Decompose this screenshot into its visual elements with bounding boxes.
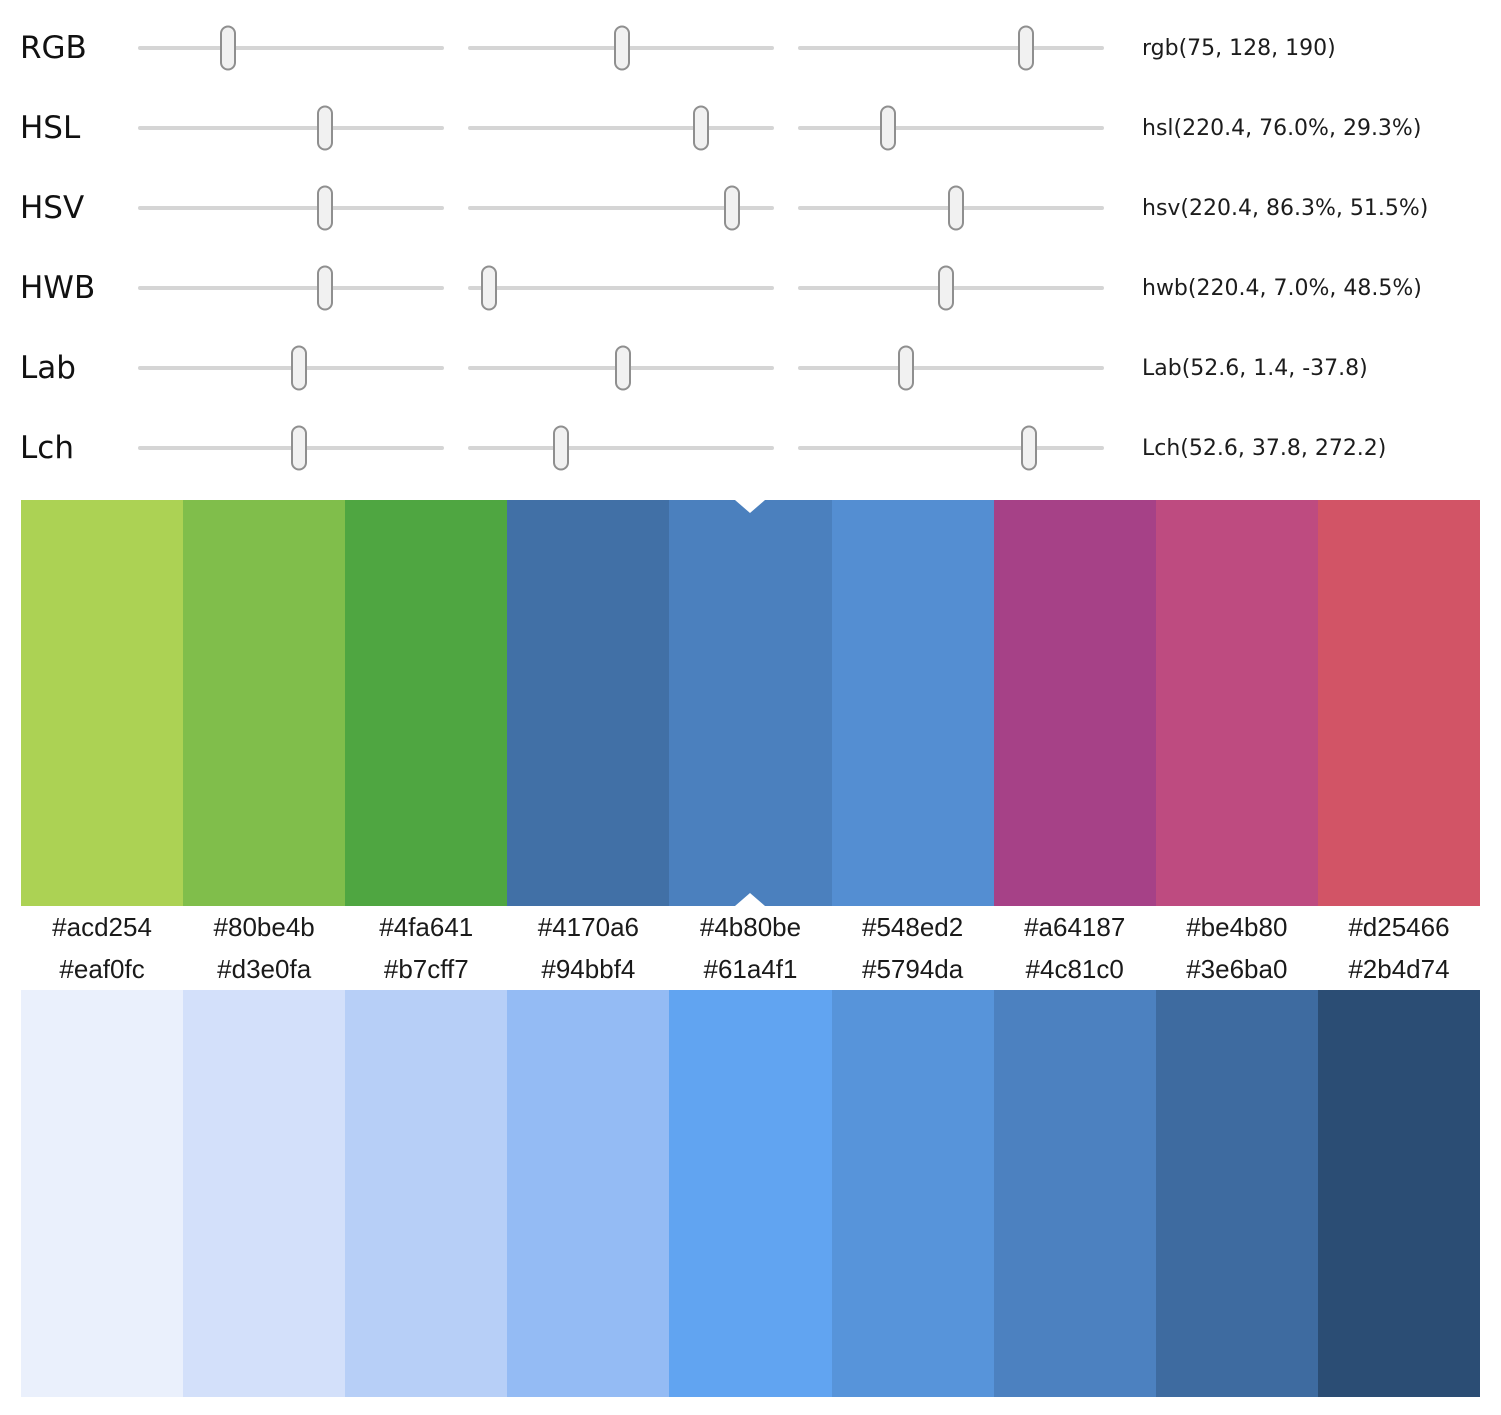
slider-track-1[interactable]: [138, 182, 444, 234]
slider-panel: RGB rgb(75, 128, 190) HSL hsl(220.4, 76.…: [0, 0, 1501, 488]
scale-hex-label: #4c81c0: [1025, 954, 1124, 984]
slider-track-1[interactable]: [138, 422, 444, 474]
slider-row: Lab Lab(52.6, 1.4, -37.8): [0, 328, 1501, 408]
slider-handle-3[interactable]: [897, 345, 914, 391]
slider-track-2[interactable]: [468, 102, 774, 154]
hue-hex-label: #4b80be: [699, 912, 802, 942]
slider-handle-1[interactable]: [219, 25, 236, 71]
slider-handle-3[interactable]: [947, 185, 964, 231]
scale-swatch[interactable]: [831, 990, 994, 1397]
hue-swatch[interactable]: [669, 500, 832, 906]
slider-track-1[interactable]: [138, 102, 444, 154]
scale-swatch[interactable]: [669, 990, 832, 1397]
slider-track-1[interactable]: [138, 342, 444, 394]
slider-handle-1[interactable]: [290, 345, 307, 391]
hue-swatch[interactable]: [831, 500, 994, 906]
slider-track-3[interactable]: [798, 422, 1104, 474]
slider-handle-2[interactable]: [613, 25, 630, 71]
slider-track-3[interactable]: [798, 262, 1104, 314]
scale-hex-labels: #eaf0fc #d3e0fa #b7cff7 #94bbf4 #61a4f1 #5794…: [21, 948, 1480, 990]
hue-hex-label: #a64187: [1024, 912, 1126, 942]
color-value-text: hsl(220.4, 76.0%, 29.3%): [1142, 115, 1422, 141]
color-value-text: hsv(220.4, 86.3%, 51.5%): [1142, 195, 1429, 221]
slider-track-1[interactable]: [138, 262, 444, 314]
hue-swatch[interactable]: [507, 500, 670, 906]
slider-handle-3[interactable]: [1017, 25, 1034, 71]
colorspace-label: HWB: [20, 270, 96, 306]
slider-handle-3[interactable]: [1021, 425, 1038, 471]
slider-row: Lch Lch(52.6, 37.8, 272.2): [0, 408, 1501, 488]
hue-hex-label: #4170a6: [537, 912, 639, 942]
color-value-text: Lch(52.6, 37.8, 272.2): [1142, 435, 1387, 461]
slider-track-3[interactable]: [798, 342, 1104, 394]
slider-track-2[interactable]: [468, 422, 774, 474]
scale-hex-label: #2b4d74: [1348, 954, 1450, 984]
hue-palette: [21, 500, 1480, 906]
scale-hex-label: #61a4f1: [703, 954, 798, 984]
colorspace-label: HSV: [20, 190, 85, 226]
scale-swatch[interactable]: [345, 990, 508, 1397]
hue-hex-labels: #acd254 #80be4b #4fa641 #4170a6 #4b80be #548e…: [21, 906, 1480, 948]
scale-swatch[interactable]: [1155, 990, 1318, 1397]
hue-hex-label: #548ed2: [861, 912, 964, 942]
slider-track-2[interactable]: [468, 22, 774, 74]
hue-hex-label: #d25466: [1348, 912, 1450, 942]
scale-swatch[interactable]: [1317, 990, 1480, 1397]
slider-handle-2[interactable]: [553, 425, 570, 471]
color-value-text: rgb(75, 128, 190): [1142, 35, 1336, 61]
slider-handle-1[interactable]: [317, 265, 334, 311]
slider-row: HSL hsl(220.4, 76.0%, 29.3%): [0, 88, 1501, 168]
hue-swatch[interactable]: [345, 500, 508, 906]
slider-row: HWB hwb(220.4, 7.0%, 48.5%): [0, 248, 1501, 328]
slider-track-3[interactable]: [798, 182, 1104, 234]
slider-handle-1[interactable]: [290, 425, 307, 471]
hue-swatch[interactable]: [183, 500, 346, 906]
slider-handle-2[interactable]: [481, 265, 498, 311]
color-value-text: hwb(220.4, 7.0%, 48.5%): [1142, 275, 1422, 301]
hue-swatch[interactable]: [993, 500, 1156, 906]
scale-swatch[interactable]: [507, 990, 670, 1397]
slider-handle-1[interactable]: [317, 185, 334, 231]
colorspace-label: RGB: [20, 30, 87, 66]
scale-swatch[interactable]: [183, 990, 346, 1397]
slider-track-2[interactable]: [468, 182, 774, 234]
slider-handle-3[interactable]: [879, 105, 896, 151]
colorspace-label: HSL: [20, 110, 81, 146]
tint-shade-scale: [21, 990, 1480, 1397]
scale-hex-label: #eaf0fc: [59, 954, 145, 984]
slider-handle-2[interactable]: [724, 185, 741, 231]
colorspace-label: Lch: [20, 430, 74, 466]
slider-track-3[interactable]: [798, 22, 1104, 74]
hue-swatch[interactable]: [1317, 500, 1480, 906]
color-value-text: Lab(52.6, 1.4, -37.8): [1142, 355, 1368, 381]
slider-handle-2[interactable]: [692, 105, 709, 151]
slider-handle-1[interactable]: [317, 105, 334, 151]
scale-hex-label: #3e6ba0: [1186, 954, 1288, 984]
scale-hex-label: #b7cff7: [383, 954, 469, 984]
scale-swatch[interactable]: [21, 990, 184, 1397]
hue-swatch[interactable]: [21, 500, 184, 906]
slider-row: RGB rgb(75, 128, 190): [0, 8, 1501, 88]
hue-hex-label: #80be4b: [213, 912, 315, 942]
hue-hex-label: #be4b80: [1186, 912, 1288, 942]
hue-swatch[interactable]: [1155, 500, 1318, 906]
colorspace-label: Lab: [20, 350, 76, 386]
scale-swatch[interactable]: [993, 990, 1156, 1397]
scale-hex-label: #94bbf4: [541, 954, 636, 984]
slider-track-3[interactable]: [798, 102, 1104, 154]
slider-row: HSV hsv(220.4, 86.3%, 51.5%): [0, 168, 1501, 248]
hue-hex-label: #acd254: [52, 912, 152, 942]
slider-track-2[interactable]: [468, 262, 774, 314]
hue-hex-label: #4fa641: [379, 912, 474, 942]
slider-handle-3[interactable]: [938, 265, 955, 311]
scale-hex-label: #5794da: [861, 954, 964, 984]
slider-track-2[interactable]: [468, 342, 774, 394]
slider-handle-2[interactable]: [614, 345, 631, 391]
slider-track-1[interactable]: [138, 22, 444, 74]
scale-hex-label: #d3e0fa: [217, 954, 312, 984]
